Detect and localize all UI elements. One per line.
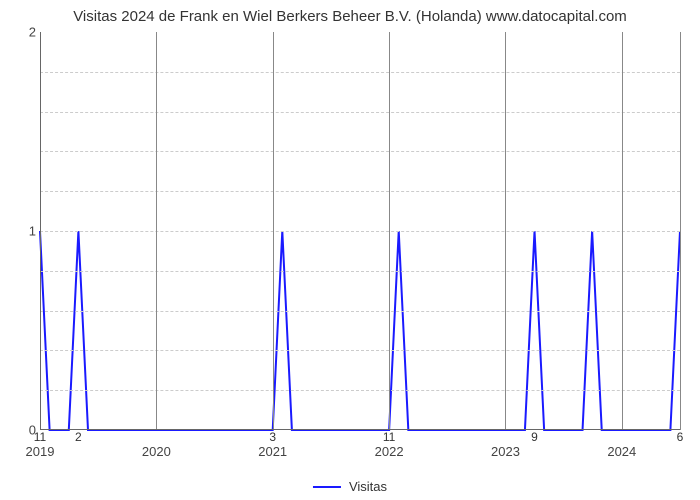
grid-line-v xyxy=(273,32,274,430)
grid-line-v xyxy=(389,32,390,430)
plot-area xyxy=(40,32,680,430)
grid-line-h xyxy=(40,390,680,391)
grid-line-h xyxy=(40,191,680,192)
grid-line-h xyxy=(40,72,680,73)
legend-label: Visitas xyxy=(349,479,387,494)
x-value-label: 9 xyxy=(531,430,538,444)
grid-line-h xyxy=(40,311,680,312)
grid-line-h xyxy=(40,151,680,152)
grid-line-v xyxy=(156,32,157,430)
grid-line-h xyxy=(40,112,680,113)
x-year-label: 2019 xyxy=(26,444,55,459)
x-year-label: 2023 xyxy=(491,444,520,459)
grid-line-v xyxy=(505,32,506,430)
x-value-label: 2 xyxy=(75,430,82,444)
y-axis xyxy=(40,32,41,430)
chart-container: Visitas 2024 de Frank en Wiel Berkers Be… xyxy=(0,0,700,500)
grid-line-v xyxy=(680,32,681,430)
y-tick-label: 2 xyxy=(29,25,36,40)
x-value-label: 6 xyxy=(677,430,684,444)
y-tick-label: 1 xyxy=(29,224,36,239)
grid-line-h xyxy=(40,350,680,351)
legend: Visitas xyxy=(313,479,387,494)
grid-line-h xyxy=(40,231,680,232)
grid-line-h xyxy=(40,271,680,272)
x-value-label: 3 xyxy=(269,430,276,444)
x-value-label: 11 xyxy=(383,430,395,444)
x-year-label: 2022 xyxy=(375,444,404,459)
x-axis xyxy=(40,429,680,430)
x-year-label: 2020 xyxy=(142,444,171,459)
x-year-label: 2021 xyxy=(258,444,287,459)
grid-line-v xyxy=(622,32,623,430)
visits-line xyxy=(40,231,680,430)
x-value-label: 11 xyxy=(34,430,46,444)
chart-title: Visitas 2024 de Frank en Wiel Berkers Be… xyxy=(0,0,700,29)
x-year-label: 2024 xyxy=(607,444,636,459)
legend-swatch xyxy=(313,486,341,488)
